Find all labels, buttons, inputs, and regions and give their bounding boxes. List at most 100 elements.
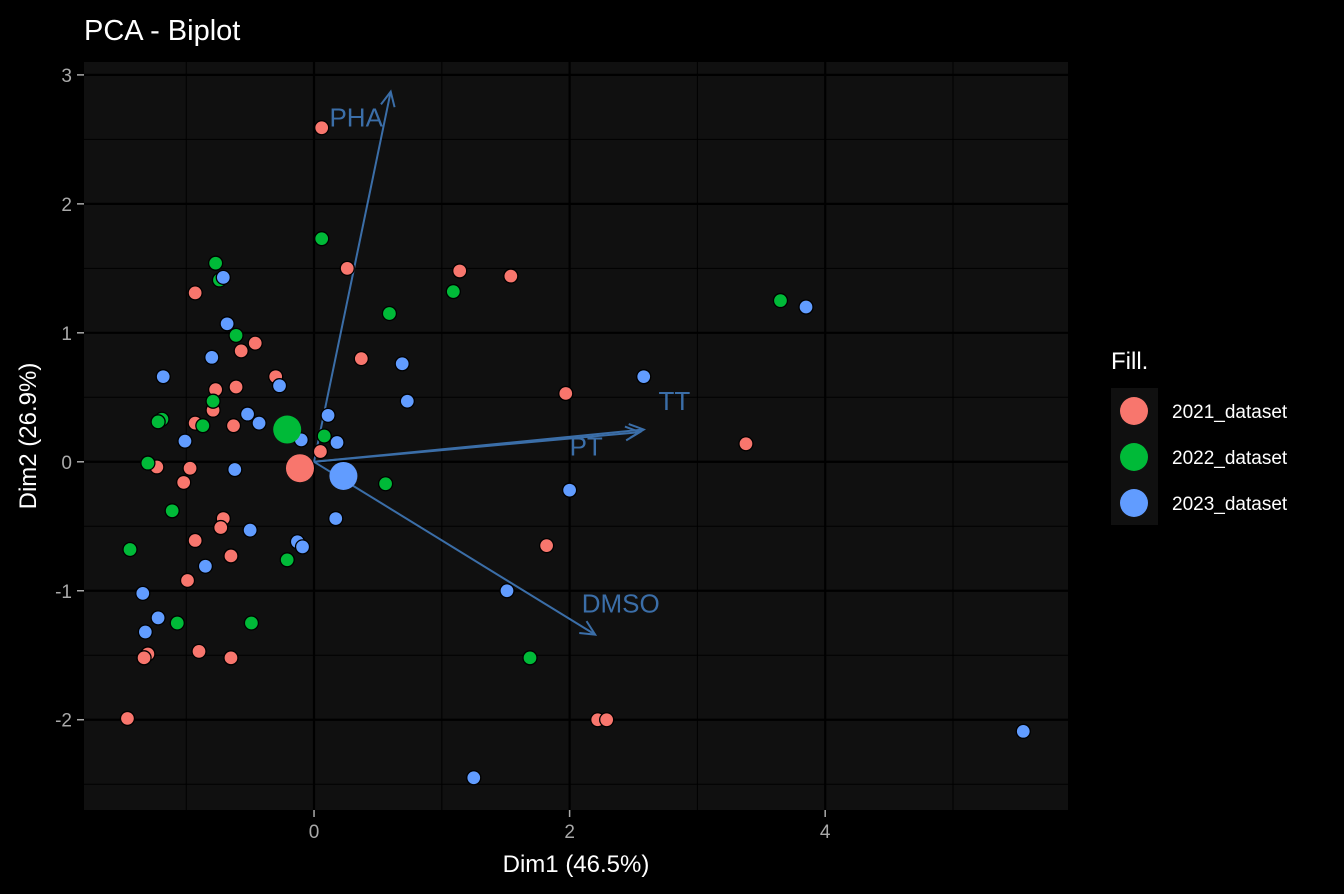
point-2023-dataset [251,415,267,431]
arrow-labels: PHA TT PT DMSO [329,102,690,618]
legend-label: 2021_dataset [1172,402,1288,423]
point-2021-dataset [314,120,330,136]
point-2022-dataset [169,615,185,631]
point-2022-dataset [316,428,332,444]
chart-title: PCA - Biplot [84,15,240,47]
point-2022-dataset [279,552,295,568]
point-2021-dataset [558,385,574,402]
point-2022-dataset [150,414,166,430]
point-2022-dataset [122,541,138,558]
point-2021-dataset [136,650,152,666]
arrowhead-dmso [579,620,598,636]
centroid-2023-dataset [329,461,358,490]
point-2023-dataset [239,406,256,422]
point-2023-dataset [150,610,166,626]
point-2023-dataset [320,407,336,424]
axes: 0 2 4 3 2 1 0 -1 -2 [55,66,831,843]
point-2023-dataset [636,369,652,385]
point-2023-dataset [394,356,410,372]
point-2023-dataset [399,393,415,409]
legend: Fill. 2021_dataset 2022_dataset 2023_datas… [1111,348,1288,525]
point-2022-dataset [164,503,180,519]
arrow-label-tt: TT [659,386,691,416]
point-2021-dataset [312,443,329,460]
point-2021-dataset [225,418,242,434]
group-centroids [273,415,358,490]
point-2021-dataset [228,379,244,395]
point-2021-dataset [452,263,468,279]
point-2022-dataset [445,283,461,300]
point-2023-dataset [197,558,214,574]
point-2022-dataset [522,650,538,666]
point-2022-dataset [207,255,224,271]
point-2021-dataset [176,474,192,491]
point-2023-dataset [561,482,578,498]
point-2021-dataset [353,350,369,367]
point-2023-dataset [499,583,515,599]
point-2021-dataset [223,650,239,666]
point-2021-dataset [191,643,207,660]
point-2021-dataset [233,343,249,359]
point-2023-dataset [227,461,243,478]
point-2022-dataset [772,292,789,309]
y-tick-label: 1 [61,324,72,345]
arrow-label-pt: PT [570,431,603,461]
point-2023-dataset [204,349,220,365]
point-2022-dataset [381,305,398,322]
point-2021-dataset [223,548,239,564]
point-2023-dataset [328,510,344,527]
arrow-pt [313,431,640,463]
centroid-2021-dataset [285,454,314,483]
point-2023-dataset [242,522,258,538]
y-tick-label: 2 [61,195,72,216]
legend-title: Fill. [1111,348,1148,375]
y-tick-label: 3 [61,66,72,87]
legend-label: 2022_dataset [1172,448,1288,469]
point-2023-dataset [219,316,235,332]
point-2023-dataset [329,434,345,451]
point-2021-dataset [179,572,196,589]
point-2021-dataset [182,460,198,476]
point-2023-dataset [466,770,482,786]
variable-arrows [313,89,647,636]
arrow-pha [313,91,392,462]
point-2021-dataset [213,519,229,536]
point-2021-dataset [339,260,355,276]
arrow-label-pha: PHA [329,102,383,132]
point-2023-dataset [294,539,311,555]
point-2022-dataset [314,231,330,247]
point-2021-dataset [538,537,555,554]
x-tick-label: 4 [820,822,831,843]
y-tick-label: -1 [55,582,72,603]
point-2023-dataset [155,369,171,385]
point-2021-dataset [599,712,615,728]
arrowhead-pt [624,425,643,442]
point-2023-dataset [137,624,153,640]
x-axis-title: Dim1 (46.5%) [503,851,650,878]
point-2021-dataset [247,335,263,351]
point-2021-dataset [187,532,203,549]
data-points [119,120,1031,786]
point-2022-dataset [195,418,211,434]
point-2023-dataset [798,299,814,315]
legend-key-2022-dataset [1120,443,1148,471]
point-2022-dataset [377,476,394,492]
x-tick-label: 0 [309,822,320,843]
y-axis-title: Dim2 (26.9%) [15,363,42,510]
point-2023-dataset [177,433,193,449]
point-2023-dataset [215,269,231,286]
legend-key-2021-dataset [1120,397,1148,425]
y-tick-label: -2 [55,711,72,732]
point-2021-dataset [119,710,136,727]
arrow-dmso [313,460,596,636]
point-2022-dataset [228,327,244,344]
y-tick-label: 0 [61,453,72,474]
arrowhead-pha [380,89,396,108]
point-2021-dataset [187,285,203,301]
point-2022-dataset [140,455,156,471]
x-tick-label: 2 [564,822,575,843]
point-2023-dataset [1015,723,1031,739]
point-2021-dataset [738,436,754,452]
point-2023-dataset [271,378,288,394]
